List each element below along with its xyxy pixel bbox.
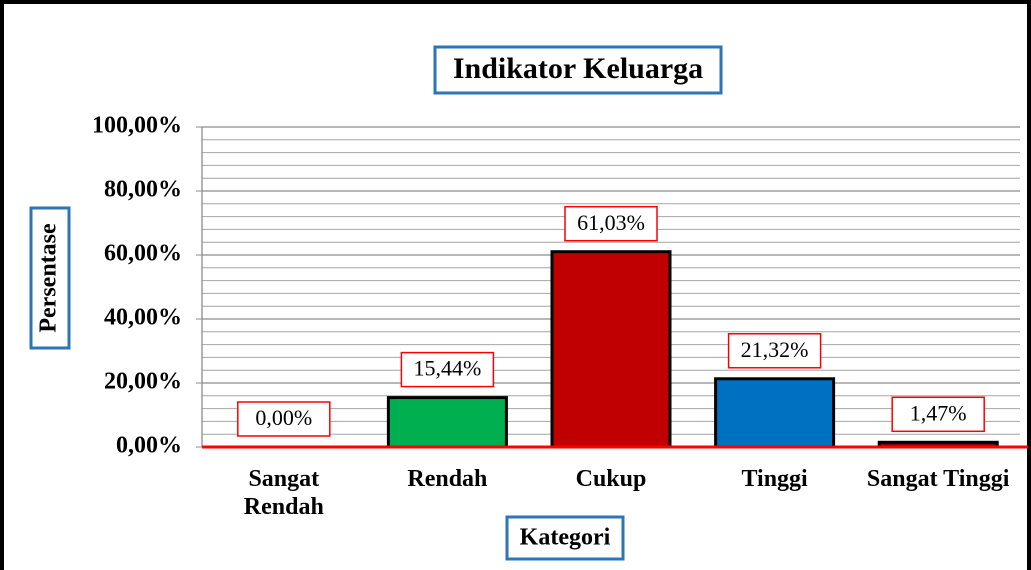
value-label: 21,32%	[741, 337, 809, 362]
value-label-box	[400, 351, 495, 388]
value-label: 1,47%	[910, 400, 967, 425]
x-axis-label: Kategori	[520, 525, 611, 551]
y-tick-label: 100,00%	[92, 113, 182, 139]
value-label-box	[891, 396, 985, 433]
y-axis-label: Persentase	[36, 223, 62, 333]
y-tick-label: 0,00%	[116, 433, 182, 459]
value-label-box	[564, 205, 658, 242]
x-tick-label: Tinggi	[741, 466, 808, 492]
y-tick-label: 80,00%	[104, 177, 182, 203]
y-label-box	[29, 206, 71, 350]
value-label: 15,44%	[413, 356, 481, 381]
x-tick-label: Sangat Rendah	[243, 466, 324, 520]
y-tick-label: 20,00%	[104, 369, 182, 395]
bar	[714, 377, 836, 449]
bar	[550, 250, 672, 449]
x-tick-label: Rendah	[407, 466, 488, 492]
x-tick-label: Cukup	[575, 466, 647, 492]
chart-title: Indikator Keluarga	[453, 52, 703, 85]
y-tick-label: 60,00%	[104, 241, 182, 267]
value-label-box	[237, 401, 331, 437]
value-label: 61,03%	[577, 210, 645, 235]
value-label: 0,00%	[255, 405, 312, 430]
x-tick-label: Sangat Tinggi	[866, 466, 1010, 492]
bar	[386, 396, 508, 449]
value-label-box	[727, 333, 822, 369]
title-box	[433, 45, 723, 95]
x-label-box	[505, 515, 625, 561]
y-tick-label: 40,00%	[104, 305, 182, 331]
